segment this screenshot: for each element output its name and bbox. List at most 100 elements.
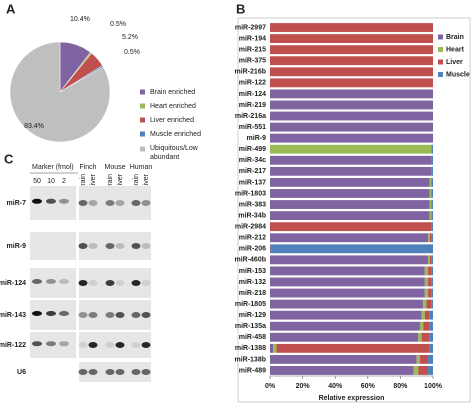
y-tick-label: miR-219 xyxy=(239,102,266,109)
bar-segment xyxy=(419,354,429,364)
legend-label: Muscle xyxy=(446,71,470,78)
bar-segment xyxy=(270,100,433,110)
panel-label: A xyxy=(6,1,16,16)
bar-segment xyxy=(270,233,429,243)
blot-band xyxy=(141,369,151,375)
slice-label: 0.5% xyxy=(124,49,140,56)
blot-band xyxy=(105,200,115,206)
bar-segment xyxy=(428,255,430,265)
tissue-label: Brain xyxy=(107,174,114,190)
panel-label: C xyxy=(4,151,14,166)
blot-band xyxy=(141,342,151,348)
slice-label: 83.4% xyxy=(24,123,44,130)
bar-segment xyxy=(431,200,433,209)
bar-segment xyxy=(270,354,417,364)
marker-amount: 2 xyxy=(62,178,66,185)
legend-label: Heart enriched xyxy=(150,103,196,110)
blot-band xyxy=(88,280,98,286)
blot-band xyxy=(115,369,125,375)
bar-segment xyxy=(270,366,414,375)
blot-band xyxy=(105,342,115,348)
bar-segment xyxy=(424,277,429,287)
blot-band xyxy=(46,311,56,316)
y-tick-label: miR-138b xyxy=(234,356,266,363)
blot-band xyxy=(105,312,115,318)
slice-label: 10.4% xyxy=(70,16,90,23)
bar-segment xyxy=(431,288,433,298)
blot-band xyxy=(88,369,98,375)
blot-band xyxy=(32,341,42,347)
bar-segment xyxy=(428,266,432,276)
bar-segment xyxy=(270,144,432,154)
bar-segment xyxy=(413,366,419,375)
legend-label: Ubiquitous/Low abundant xyxy=(150,145,198,161)
bar-segment xyxy=(270,288,425,298)
blot-band xyxy=(78,280,88,286)
bar-segment xyxy=(270,122,433,132)
bar-segment xyxy=(270,200,430,209)
bar-segment xyxy=(416,354,420,364)
legend-label: Muscle enriched xyxy=(150,131,201,138)
blot-band xyxy=(59,198,69,204)
legend-label: Brain xyxy=(446,34,464,41)
blot-band xyxy=(105,280,115,286)
legend-label: Heart xyxy=(446,46,465,53)
blot-band xyxy=(141,312,151,318)
blot-band xyxy=(141,243,151,249)
y-tick-label: miR-375 xyxy=(239,58,266,65)
blot-row-label: miR-143 xyxy=(0,312,26,319)
legend-label: Liver enriched xyxy=(150,117,194,124)
bar-segment xyxy=(429,321,433,331)
x-tick-label: 100% xyxy=(424,383,443,390)
bar-segment xyxy=(271,244,433,254)
y-tick-label: miR-212 xyxy=(239,235,266,242)
bar-segment xyxy=(421,310,425,320)
bar-segment xyxy=(276,343,430,353)
panel-label: B xyxy=(236,1,245,16)
y-tick-label: miR-132 xyxy=(239,279,266,286)
bar-segment xyxy=(270,34,433,44)
bar-segment xyxy=(270,211,430,221)
bar-segment xyxy=(429,343,433,353)
legend-label-box: Ubiquitous/Low abundant xyxy=(150,145,198,161)
bar-segment xyxy=(431,189,433,198)
legend-swatch xyxy=(438,34,443,40)
bar-segment xyxy=(431,155,433,165)
bar-segment xyxy=(424,310,430,320)
species-label: Finch xyxy=(79,164,96,171)
blot-band xyxy=(32,198,42,204)
bar-segment xyxy=(270,189,430,198)
bar-segment xyxy=(419,321,424,331)
y-tick-label: miR-2984 xyxy=(235,224,266,231)
tissue-label: Liver xyxy=(143,173,150,189)
bar-segment xyxy=(429,200,432,209)
blot-row-label: miR-7 xyxy=(7,200,27,207)
species-label: Mouse xyxy=(104,164,125,171)
bar-segment xyxy=(431,266,433,276)
bar-segment xyxy=(270,266,425,276)
bar-segment xyxy=(270,78,433,88)
bar-segment xyxy=(418,332,422,342)
blot-band xyxy=(131,312,141,318)
legend-label: Liver xyxy=(446,59,463,66)
bar-segment xyxy=(428,288,432,298)
bar-segment xyxy=(270,56,433,66)
y-tick-label: miR-460b xyxy=(234,257,266,264)
blot-band xyxy=(141,280,151,286)
blot-band xyxy=(115,342,125,348)
blot-row-label: miR-122 xyxy=(0,342,26,349)
blot-band xyxy=(46,198,56,204)
y-tick-label: miR-216b xyxy=(234,69,266,76)
y-tick-label: miR-216a xyxy=(235,113,266,120)
bar-segment xyxy=(418,366,429,375)
bar-segment xyxy=(270,155,432,165)
y-tick-label: miR-194 xyxy=(239,35,266,42)
slice-label: 5.2% xyxy=(122,34,138,41)
blot-band xyxy=(32,279,42,284)
marker-header: Marker (fmol) xyxy=(32,164,74,171)
blot-band xyxy=(78,369,88,375)
legend-swatch xyxy=(140,89,145,95)
y-tick-label: miR-1388 xyxy=(235,345,266,352)
y-tick-label: miR-9 xyxy=(247,135,267,142)
species-label: Human xyxy=(130,164,153,171)
